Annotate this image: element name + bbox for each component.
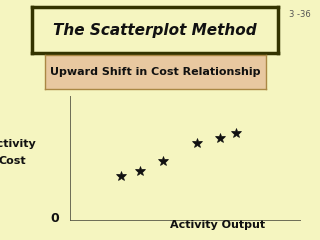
Text: The Scatterplot Method: The Scatterplot Method bbox=[53, 23, 257, 37]
Text: Activity Output: Activity Output bbox=[170, 220, 265, 230]
Text: 0: 0 bbox=[50, 212, 59, 225]
Text: Upward Shift in Cost Relationship: Upward Shift in Cost Relationship bbox=[50, 67, 260, 77]
Text: 3 -36: 3 -36 bbox=[289, 10, 310, 19]
Text: Cost: Cost bbox=[0, 156, 27, 166]
Text: Activity: Activity bbox=[0, 139, 37, 149]
